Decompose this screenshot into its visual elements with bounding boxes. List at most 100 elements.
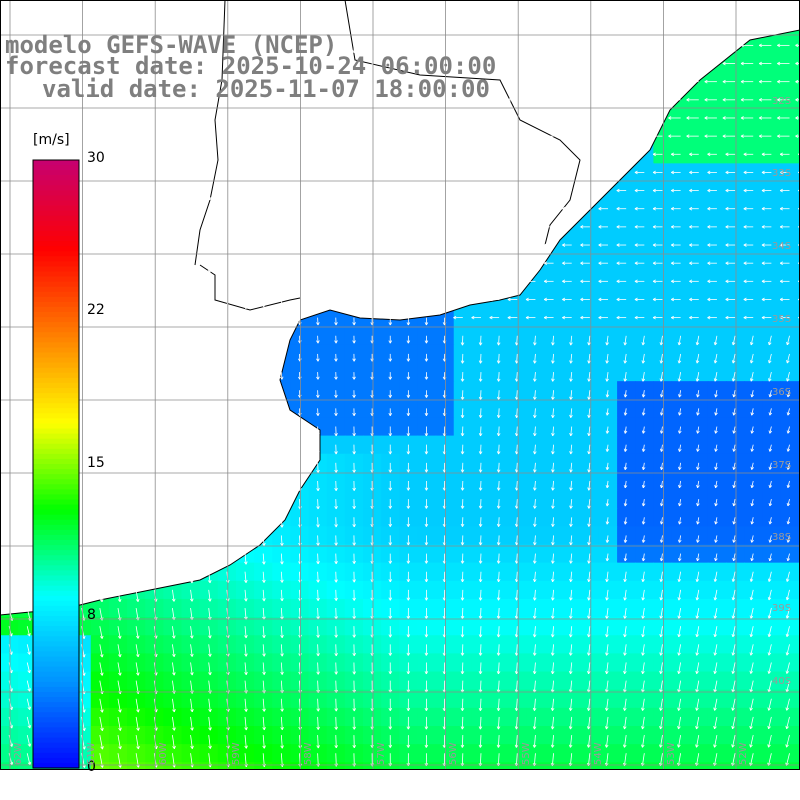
lat-label: 36S [772, 387, 792, 398]
field-cell [762, 217, 782, 237]
lat-label: 40S [772, 676, 792, 687]
field-cell [653, 235, 673, 255]
field-cell [707, 199, 727, 219]
colorbar-strip [33, 631, 79, 637]
lat-label: 32S [772, 96, 792, 107]
field-cell [689, 235, 709, 255]
colorbar-strip [33, 702, 79, 708]
field-cell [744, 54, 763, 74]
field-cell [562, 290, 582, 310]
colorbar-strip [33, 215, 79, 222]
field-cell [707, 163, 727, 183]
field-cell [726, 199, 745, 219]
field-cell [653, 199, 673, 219]
colorbar-strip [33, 489, 79, 495]
field-cell [580, 254, 600, 273]
colorbar-strip [33, 509, 79, 516]
field-cell [762, 108, 782, 128]
lon-label: 62W [13, 742, 24, 765]
field-cell [653, 217, 673, 237]
colorbar-strip [33, 621, 79, 627]
wind-arrow [659, 771, 662, 784]
colorbar-strip [33, 286, 79, 293]
lat-label: 37S [772, 460, 792, 471]
field-cell [544, 290, 564, 310]
field-cell [762, 145, 782, 164]
colorbar-strip [33, 469, 79, 475]
field-cell [780, 181, 800, 201]
colorbar-strip [33, 408, 79, 414]
field-cell [762, 308, 782, 328]
field-cell [762, 181, 782, 201]
field-cell [762, 36, 782, 56]
colorbar-strip [33, 190, 79, 197]
colorbar-strip [33, 747, 79, 754]
wind-arrow [136, 771, 139, 785]
field-cell [762, 272, 782, 291]
colorbar-strip [33, 712, 79, 718]
field-cell [635, 235, 654, 255]
field-cell [671, 290, 691, 310]
field-cell [653, 290, 673, 310]
wind-arrow [27, 771, 31, 783]
colorbar-strip [33, 428, 79, 435]
field-cell [780, 145, 800, 164]
field-cell [617, 308, 636, 328]
field-cell [707, 290, 727, 310]
field-cell [707, 127, 727, 146]
colorbar-strip [33, 251, 79, 257]
wind-arrow [389, 771, 392, 784]
colorbar-strip [33, 388, 79, 394]
field-cell [707, 108, 727, 128]
field-cell [635, 254, 654, 273]
colorbar-strip [33, 342, 79, 349]
field-cell [744, 272, 763, 291]
colorbar-strip [33, 393, 79, 399]
field-cell [707, 90, 727, 110]
field-cell [707, 72, 727, 92]
field-cell [671, 199, 691, 219]
field-cell [562, 308, 582, 328]
wind-arrow [677, 771, 680, 784]
wind-arrow [569, 771, 572, 784]
colorbar-strip [33, 641, 79, 647]
colorbar-strip [33, 352, 79, 359]
wind-arrow [497, 771, 500, 784]
wind-arrow [461, 771, 464, 784]
colorbar-strip [33, 636, 79, 642]
wind-arrow [479, 771, 482, 784]
colorbar-strip [33, 281, 79, 288]
colorbar-strip [33, 261, 79, 267]
colorbar-strip [33, 600, 79, 607]
colorbar-strip [33, 398, 79, 404]
wind-arrow [425, 771, 428, 784]
field-cell [689, 90, 709, 110]
colorbar-strip [33, 458, 79, 465]
colorbar-strip [33, 722, 79, 729]
field-cell [635, 217, 654, 237]
colorbar-strip [33, 529, 79, 536]
colorbar-strip [33, 332, 79, 338]
wind-arrow [154, 771, 157, 785]
field-cell [726, 308, 745, 328]
colorbar-strip [33, 610, 79, 617]
colorbar-strip [33, 377, 79, 384]
colorbar-strip [33, 266, 79, 273]
field-cell [744, 290, 763, 310]
lon-label: 57W [376, 742, 387, 765]
field-cell [635, 163, 654, 183]
wind-arrow [172, 771, 175, 785]
field-cell [635, 308, 654, 328]
wind-arrow [100, 771, 104, 786]
colorbar-strip [33, 276, 79, 283]
field-cell [726, 163, 745, 183]
field-cell [744, 235, 763, 255]
lon-label: 54W [593, 742, 604, 765]
field-cell [707, 217, 727, 237]
lon-label: 53W [666, 742, 677, 765]
colorbar-strip [33, 540, 79, 546]
colorbar-strip [33, 443, 79, 450]
lat-label: 35S [772, 314, 792, 325]
field-cell [689, 254, 709, 273]
